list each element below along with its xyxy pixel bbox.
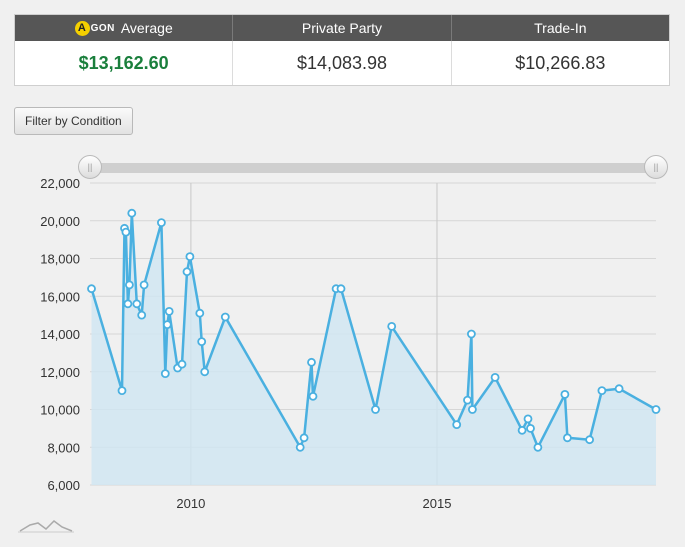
price-header-row: A GON Average Private Party Trade-In (15, 15, 669, 41)
data-point (563, 433, 572, 443)
data-point (387, 321, 397, 331)
data-point (614, 384, 624, 394)
data-point (490, 372, 500, 382)
data-point (307, 357, 316, 367)
trade-in-header: Trade-In (450, 15, 669, 41)
price-summary-table: A GON Average Private Party Trade-In $13… (14, 14, 670, 86)
data-point (526, 423, 535, 433)
data-point (197, 337, 207, 347)
agon-logo: A GON (74, 20, 115, 36)
data-point (523, 414, 533, 424)
data-point (651, 405, 661, 414)
data-point (123, 299, 133, 309)
private-party-header: Private Party (232, 15, 450, 41)
data-point (371, 405, 380, 414)
x-tick-label: 2010 (176, 496, 205, 511)
data-point (200, 367, 210, 377)
y-tick-label: 6,000 (47, 478, 80, 493)
data-point (452, 420, 462, 430)
x-tick-label: 2015 (423, 496, 452, 511)
average-price: $13,162.60 (78, 52, 169, 73)
agon-logo-text: GON (90, 22, 115, 34)
agon-logo-icon: A (74, 20, 90, 36)
data-point (467, 405, 477, 414)
data-point (517, 425, 527, 435)
date-range-slider-track[interactable] (90, 163, 656, 173)
data-point (466, 329, 476, 339)
data-point (160, 369, 170, 379)
trade-in-price: $10,266.83 (450, 41, 669, 85)
y-tick-label: 8,000 (47, 440, 80, 455)
data-point (87, 284, 96, 294)
price-values-row: $13,162.60 $14,083.98 $10,266.83 (15, 41, 669, 85)
series-area (91, 213, 656, 485)
data-point (177, 359, 187, 369)
data-point (336, 284, 346, 294)
y-tick-label: 16,000 (40, 289, 80, 304)
y-tick-label: 12,000 (40, 365, 80, 380)
data-point (463, 395, 472, 405)
data-point (132, 299, 142, 309)
average-header: A GON Average (15, 15, 232, 41)
data-point (220, 312, 230, 322)
data-point (185, 252, 195, 262)
slider-left-handle[interactable]: || (78, 155, 102, 179)
y-tick-label: 14,000 (40, 327, 80, 342)
data-point (308, 391, 318, 401)
data-point (121, 227, 131, 237)
slider-right-handle[interactable]: || (644, 155, 668, 179)
data-point (127, 208, 137, 218)
data-point (162, 320, 172, 330)
data-point (560, 389, 570, 399)
data-point (117, 386, 127, 396)
data-point (182, 267, 192, 277)
data-point (299, 433, 309, 443)
data-point (585, 435, 594, 445)
y-tick-label: 18,000 (40, 252, 80, 267)
y-tick-label: 20,000 (40, 214, 80, 229)
chart-points-layer (87, 208, 661, 452)
data-point (124, 280, 134, 290)
y-tick-label: 22,000 (40, 176, 80, 191)
average-label: Average (120, 20, 173, 36)
data-point (195, 308, 205, 318)
data-point (295, 442, 305, 452)
x-axis-labels: 2010 2015 (176, 496, 451, 511)
data-point (164, 306, 174, 316)
data-point (156, 218, 166, 228)
chart-area-layer (91, 213, 656, 485)
data-point (597, 386, 607, 396)
data-point (137, 310, 147, 320)
private-party-price: $14,083.98 (232, 41, 450, 85)
filter-by-condition-button[interactable]: Filter by Condition (14, 107, 133, 135)
chart-navigator-icon[interactable] (18, 515, 74, 535)
y-axis-labels: 6,000 8,000 10,000 12,000 14,000 16,000 18,000… (40, 176, 80, 493)
data-point (533, 442, 543, 452)
data-point (139, 280, 149, 290)
y-tick-label: 10,000 (40, 403, 80, 418)
